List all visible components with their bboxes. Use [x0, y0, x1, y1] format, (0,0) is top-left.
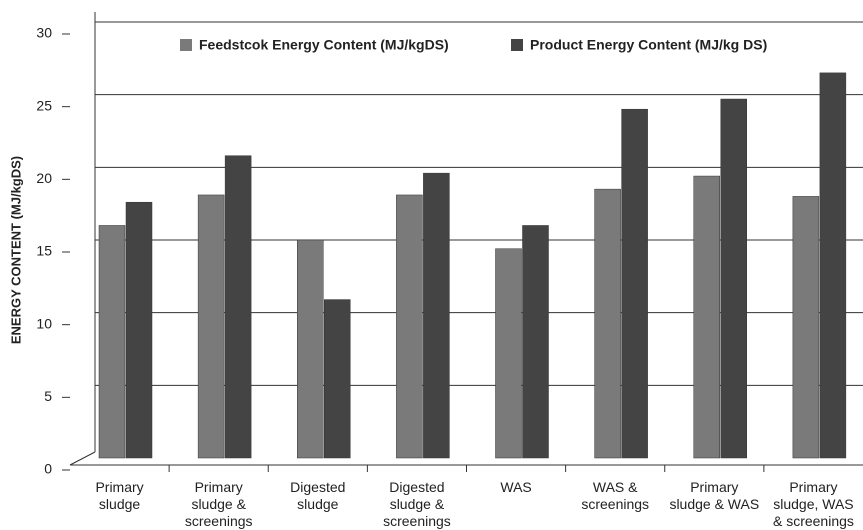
bar — [819, 72, 847, 459]
x-tick-label: Primary sludge — [95, 479, 144, 512]
legend-swatch — [511, 39, 523, 51]
y-tick-label: 15 — [36, 243, 52, 259]
bar — [495, 248, 522, 459]
bar — [125, 201, 153, 459]
bar — [720, 98, 747, 459]
y-tick-label: 5 — [44, 388, 52, 404]
x-tick-label: Primary sludge, WAS & screenings — [772, 479, 854, 529]
x-tick-label: WAS & screenings — [581, 479, 650, 512]
bar — [98, 225, 126, 459]
x-tick-label: Digested sludge — [290, 479, 346, 512]
y-axis-label: ENERGY CONTENT (MJ/kgDS) — [8, 156, 23, 344]
bar — [621, 108, 648, 459]
legend-label: Feedstcok Energy Content (MJ/kgDS) — [199, 37, 449, 53]
y-tick-label: 20 — [36, 170, 52, 186]
bar — [522, 225, 549, 459]
x-tick-label: Digested sludge & screenings — [383, 479, 451, 529]
bar — [423, 172, 450, 459]
bar — [693, 175, 720, 459]
bar — [297, 239, 324, 459]
legend-label: Product Energy Content (MJ/kg DS) — [530, 37, 767, 53]
x-tick-label: WAS — [500, 479, 532, 495]
y-tick-label: 25 — [36, 97, 52, 113]
floor-edge — [69, 451, 96, 466]
bar — [396, 194, 423, 459]
y-tick-label: 10 — [36, 315, 52, 331]
bar — [792, 196, 820, 459]
legend-swatch — [180, 39, 192, 51]
bar — [324, 299, 351, 459]
x-tick-label: Primary sludge & screenings — [184, 479, 253, 529]
y-tick-label: 0 — [44, 461, 52, 477]
bar — [197, 194, 225, 459]
bar — [224, 155, 252, 459]
y-tick-label: 30 — [36, 25, 52, 41]
x-tick-label: Primary sludge & WAS — [669, 479, 760, 512]
bar — [594, 188, 621, 459]
